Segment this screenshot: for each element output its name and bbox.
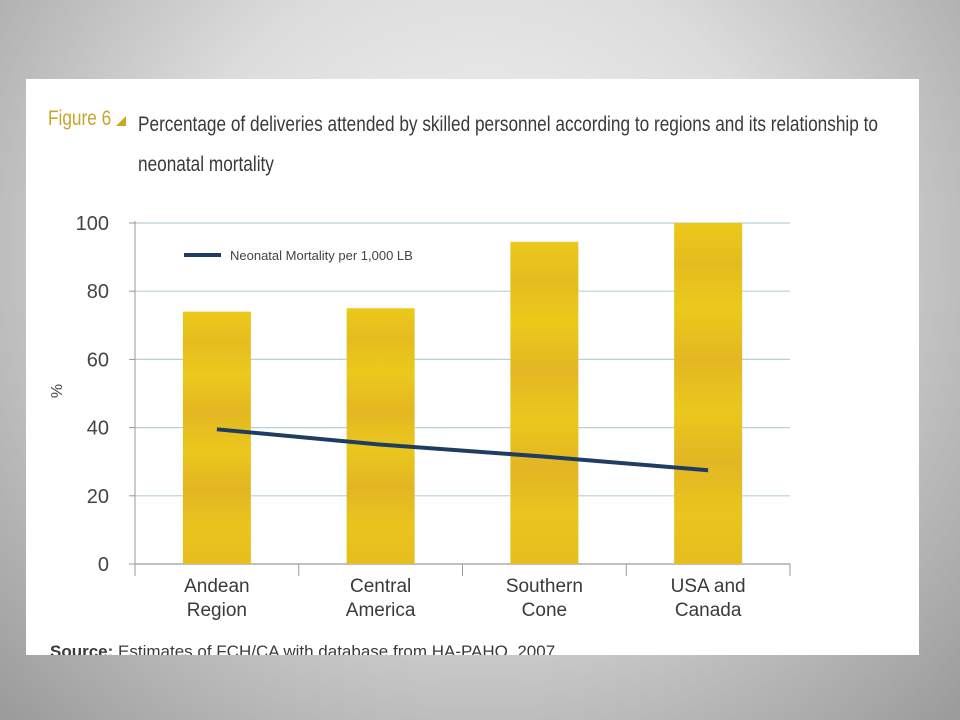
bar-chart: 0 20 40 60 80 100 Andean Region Central America S… <box>49 213 791 621</box>
x-category-label: Central America <box>346 576 416 621</box>
y-axis-label: % <box>49 384 66 398</box>
y-tick-label: 0 <box>98 554 109 576</box>
bar <box>346 308 415 564</box>
y-tick-label: 40 <box>87 418 109 440</box>
x-category-label: USA and Canada <box>671 576 746 621</box>
x-category-label: Southern Cone <box>506 576 583 621</box>
source-label: Source: <box>50 642 114 655</box>
legend-label: Neonatal Mortality per 1,000 LB <box>230 248 413 263</box>
figure-arrow-icon <box>116 116 126 126</box>
source-text: Estimates of FCH/CA with database from H… <box>118 642 556 655</box>
y-tick-label: 20 <box>87 486 109 508</box>
y-tick-label: 80 <box>87 281 109 303</box>
slide-card: Figure 6 Percentage of deliveries attend… <box>26 79 919 655</box>
bar <box>182 311 251 564</box>
figure-title: Percentage of deliveries attended by ski… <box>138 113 878 176</box>
y-tick-label: 60 <box>87 349 109 371</box>
source-note: Source: Estimates of FCH/CA with databas… <box>50 642 555 655</box>
neonatal-mortality-line <box>216 427 709 473</box>
y-tick-label: 100 <box>76 213 109 235</box>
bar <box>674 223 743 564</box>
x-category-label: Andean Region <box>184 576 250 621</box>
figure-label: Figure 6 <box>48 107 112 130</box>
bar <box>510 241 579 564</box>
